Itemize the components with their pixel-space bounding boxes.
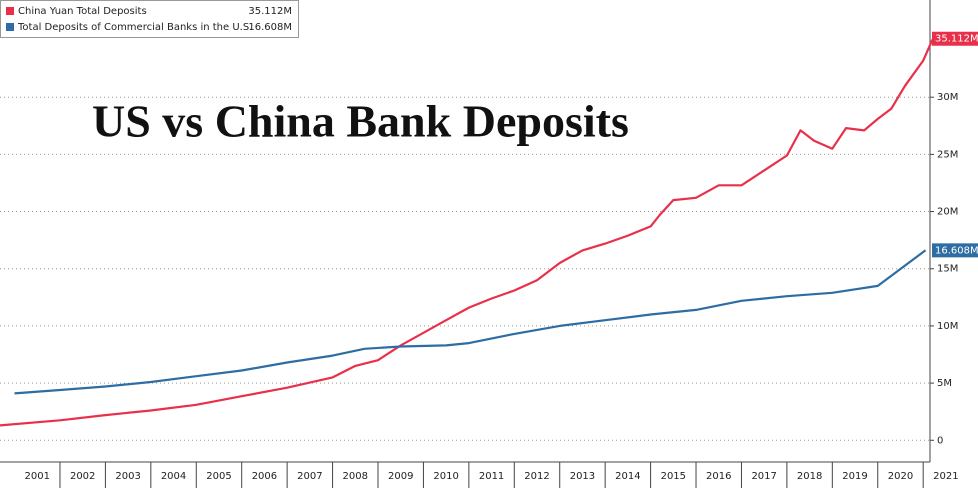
x-tick-label: 2010 [433,471,458,482]
y-tick-label: 15M [937,264,958,275]
x-tick-label: 2020 [888,471,913,482]
x-tick-label: 2015 [661,471,686,482]
x-tick-label: 2004 [161,471,186,482]
x-tick-label: 2012 [524,471,549,482]
x-tick-label: 2011 [479,471,504,482]
last-value-box [932,243,978,258]
legend-label: Total Deposits of Commercial Banks in th… [17,22,252,33]
last-value-box [932,31,978,46]
x-tick-label: 2007 [297,471,322,482]
legend-value: 35.112M [248,6,292,17]
x-tick-label: 2009 [388,471,413,482]
x-tick-label: 2006 [252,471,277,482]
series-line [0,37,957,427]
legend-label: China Yuan Total Deposits [18,6,147,17]
x-tick-label: 2018 [797,471,822,482]
x-tick-label: 2016 [706,471,731,482]
y-tick-label: 0 [937,435,943,446]
legend: China Yuan Total Deposits 35.112M Total De… [0,0,299,38]
x-tick-label: 2008 [343,471,368,482]
y-tick-label: 10M [937,321,958,332]
x-tick-label: 2003 [115,471,140,482]
chart-title: US vs China Bank Deposits [92,96,629,147]
x-tick-label: 2002 [70,471,95,482]
legend-value: 16.608M [248,22,292,33]
x-tick-label: 2019 [842,471,867,482]
series-line [14,249,927,395]
y-tick-label: 25M [937,149,958,160]
last-value-label: 35.112M [935,34,978,45]
x-tick-label: 2005 [206,471,231,482]
x-tick-label: 2017 [751,471,776,482]
y-tick-label: 5M [937,378,952,389]
y-tick-label: 20M [937,207,958,218]
y-tick-label: 30M [937,92,958,103]
x-tick-label: 2001 [25,471,50,482]
x-tick-label: 2013 [570,471,595,482]
x-tick-label: 2014 [615,471,640,482]
legend-box [0,0,299,38]
legend-swatch [6,7,14,15]
legend-swatch [6,23,14,31]
x-tick-label: 2021 [933,471,958,482]
last-value-label: 16.608M [935,245,978,256]
